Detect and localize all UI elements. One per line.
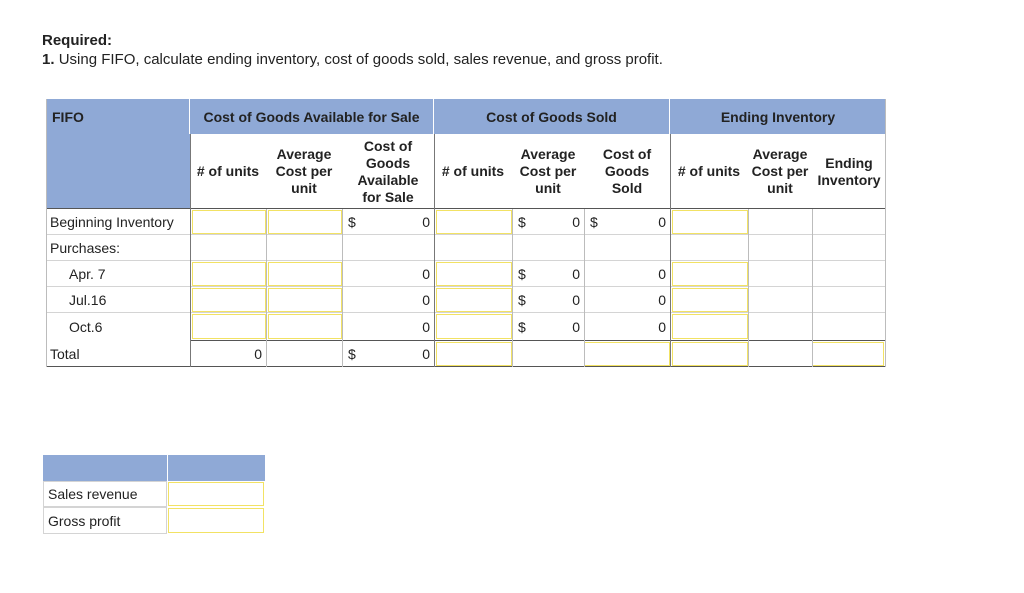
col-end-inventory-header: Ending Inventory [812,134,886,209]
col-sold-avg-cost-header: Average Cost per unit [512,134,584,209]
grid-line [46,260,886,261]
gross-profit-input[interactable] [168,508,264,533]
row-label-oct6: Oct.6 [69,318,103,335]
row-label-beginning: Beginning Inventory [50,214,174,230]
grid-line [266,209,267,367]
col-end-units-header: # of units [670,134,748,209]
grid-line [46,234,886,235]
header-divider [46,208,886,209]
row-label-purchases: Purchases: [50,240,121,256]
grid-line [434,134,435,367]
apr7-sold-units-input[interactable] [436,262,512,286]
row-label-apr7: Apr. 7 [69,266,106,282]
col-end-avg-cost-header: Average Cost per unit [748,134,812,209]
oct6-cost-available: 0 [422,318,430,335]
oct6-sold-dollar-sign: $ [518,318,526,335]
gross-profit-label: Gross profit [43,507,167,534]
grid-line [748,209,749,367]
col-units-header: # of units [190,134,266,209]
apr7-units-input[interactable] [192,262,266,286]
grid-line [512,209,513,367]
beginning-cost-available: 0 [422,214,430,230]
instruction-text: Using FIFO, calculate ending inventory, … [58,51,663,68]
grid-line [584,209,585,367]
col-cogs-header: Cost of Goods Sold [584,134,670,209]
oct6-sold-units-input[interactable] [436,314,512,339]
sales-revenue-input[interactable] [168,482,264,506]
oct6-units-input[interactable] [192,314,266,339]
apr7-cogs: 0 [658,266,666,282]
grid-line [46,99,47,367]
total-units: 0 [254,346,262,362]
grid-line [46,312,886,313]
group-cost-sold: Cost of Goods Sold [434,99,670,134]
beginning-end-units-input[interactable] [672,210,748,234]
label-column-header [46,134,190,209]
oct6-sold-avg-cost: 0 [572,318,580,335]
instruction-number: 1. [42,51,55,68]
grid-line [812,209,813,367]
beginning-avg-cost-input[interactable] [268,210,342,234]
beginning-sold-dollar-sign: $ [518,214,526,230]
jul16-cogs: 0 [658,292,666,308]
oct6-end-units-input[interactable] [672,314,748,339]
required-heading: Required: [42,32,113,49]
total-dollar-sign: $ [348,346,356,362]
jul16-sold-units-input[interactable] [436,288,512,312]
jul16-sold-dollar-sign: $ [518,292,526,308]
jul16-units-input[interactable] [192,288,266,312]
beginning-cogs: 0 [658,214,666,230]
jul16-avg-cost-input[interactable] [268,288,342,312]
grid-line [190,134,191,367]
total-end-units-input[interactable] [672,342,748,366]
apr7-avg-cost-input[interactable] [268,262,342,286]
jul16-end-units-input[interactable] [672,288,748,312]
row-label-jul16: Jul.16 [69,292,107,308]
grid-line [46,286,886,287]
grid-line [885,99,886,367]
apr7-sold-avg-cost: 0 [572,266,580,282]
required-instruction: 1. Using FIFO, calculate ending inventor… [42,51,663,68]
beginning-dollar-sign: $ [348,214,356,230]
grid-line [342,209,343,367]
oct6-avg-cost-input[interactable] [268,314,342,339]
group-ending-inventory: Ending Inventory [670,99,886,134]
apr7-end-units-input[interactable] [672,262,748,286]
summary-table: Sales revenue Gross profit [43,455,265,535]
grid-line [670,134,671,367]
bottom-border [46,366,886,367]
col-cost-available-header: Cost of Goods Available for Sale [342,134,434,209]
total-ending-inventory-input[interactable] [812,342,884,366]
summary-header-left [43,455,167,481]
col-sold-units-header: # of units [434,134,512,209]
oct6-cogs: 0 [658,318,666,335]
total-divider [190,340,886,341]
row-label-total: Total [50,346,80,362]
total-cogs-input[interactable] [584,342,670,366]
sales-revenue-label: Sales revenue [43,481,167,507]
method-label: FIFO [46,99,190,134]
jul16-sold-avg-cost: 0 [572,292,580,308]
summary-header-right [168,455,265,481]
fifo-worksheet: FIFO Cost of Goods Available for Sale Co… [46,99,886,367]
beginning-units-input[interactable] [192,210,266,234]
beginning-cogs-dollar-sign: $ [590,214,598,230]
beginning-sold-units-input[interactable] [436,210,512,234]
beginning-sold-avg-cost: 0 [572,214,580,230]
group-cost-available: Cost of Goods Available for Sale [190,99,434,134]
col-avg-cost-header: Average Cost per unit [266,134,342,209]
jul16-cost-available: 0 [422,292,430,308]
apr7-cost-available: 0 [422,266,430,282]
apr7-sold-dollar-sign: $ [518,266,526,282]
total-cost-available: 0 [422,346,430,362]
total-sold-units-input[interactable] [436,342,512,366]
